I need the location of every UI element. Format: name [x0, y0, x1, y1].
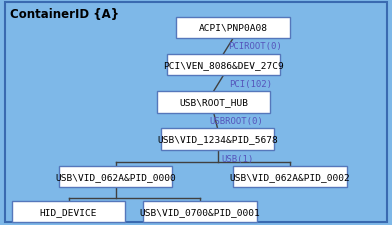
FancyBboxPatch shape [233, 166, 347, 187]
Text: USB\VID_062A&PID_0002: USB\VID_062A&PID_0002 [230, 172, 350, 181]
Text: USB\VID_0700&PID_0001: USB\VID_0700&PID_0001 [140, 207, 260, 216]
Text: PCI(102): PCI(102) [229, 79, 272, 88]
FancyBboxPatch shape [167, 55, 280, 76]
Text: HID_DEVICE: HID_DEVICE [40, 207, 97, 216]
FancyBboxPatch shape [161, 129, 274, 150]
Text: PCIROOT(0): PCIROOT(0) [229, 42, 282, 51]
FancyBboxPatch shape [12, 201, 125, 222]
FancyBboxPatch shape [176, 18, 290, 39]
Text: ACPI\PNP0A08: ACPI\PNP0A08 [199, 24, 268, 33]
Text: USB\VID_062A&PID_0000: USB\VID_062A&PID_0000 [55, 172, 176, 181]
FancyBboxPatch shape [143, 201, 257, 222]
Text: USB\VID_1234&PID_5678: USB\VID_1234&PID_5678 [157, 135, 278, 144]
Text: USB\ROOT_HUB: USB\ROOT_HUB [179, 98, 248, 107]
Text: USB(1): USB(1) [221, 155, 254, 164]
FancyBboxPatch shape [59, 166, 172, 187]
FancyBboxPatch shape [5, 3, 387, 222]
Text: PCI\VEN_8086&DEV_27C9: PCI\VEN_8086&DEV_27C9 [163, 61, 284, 70]
Text: USBROOT(0): USBROOT(0) [209, 117, 263, 125]
FancyBboxPatch shape [157, 92, 270, 113]
Text: ContainerID {A}: ContainerID {A} [10, 8, 119, 21]
